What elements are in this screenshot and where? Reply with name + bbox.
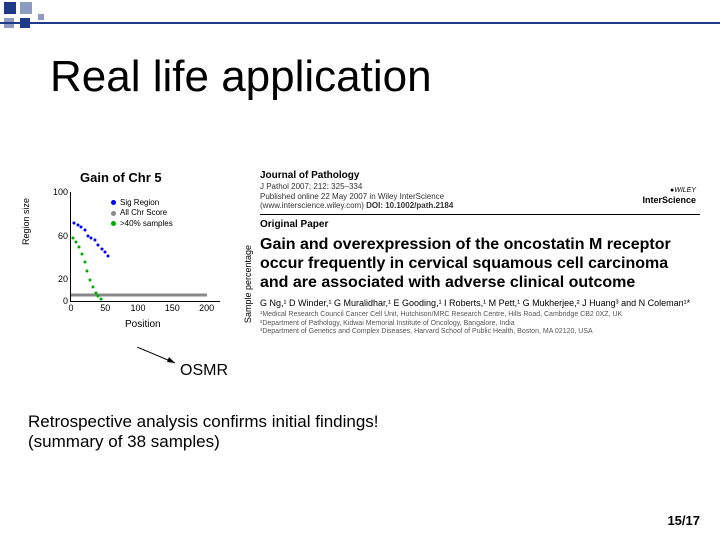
journal-citation: J Pathol 2007; 212: 325–334 (260, 182, 700, 192)
osmr-label: OSMR (180, 362, 228, 380)
chart-gain-chr5: Gain of Chr 5 Region size Sample percent… (20, 170, 250, 340)
paper-type: Original Paper (260, 219, 700, 231)
slide-header-decoration (0, 0, 720, 30)
paper-citation-block: Journal of Pathology J Pathol 2007; 212:… (260, 170, 700, 336)
chart-svg (71, 192, 221, 302)
chart-title: Gain of Chr 5 (80, 170, 162, 185)
publisher-logo: ●WILEY InterScience (642, 184, 696, 206)
journal-name: Journal of Pathology (260, 170, 700, 182)
page-title: Real life application (50, 52, 432, 102)
paper-title: Gain and overexpression of the oncostati… (260, 235, 700, 293)
chart-xlabel: Position (125, 319, 161, 330)
chart-plot-area: Sig Region All Chr Score >40% samples 0 … (70, 192, 220, 302)
arrow-icon (137, 347, 177, 365)
conclusion-text: Retrospective analysis confirms initial … (28, 412, 379, 453)
paper-affiliations: ¹Medical Research Council Cancer Cell Un… (260, 311, 700, 336)
journal-published: Published online 22 May 2007 in Wiley In… (260, 192, 700, 202)
paper-authors: G Ng,¹ D Winder,¹ G Muralidhar,¹ E Goodi… (260, 298, 700, 309)
chart-ylabel-left: Region size (21, 198, 31, 245)
chart-ylabel-right: Sample percentage (243, 245, 253, 323)
slide-number: 15/17 (667, 513, 700, 528)
